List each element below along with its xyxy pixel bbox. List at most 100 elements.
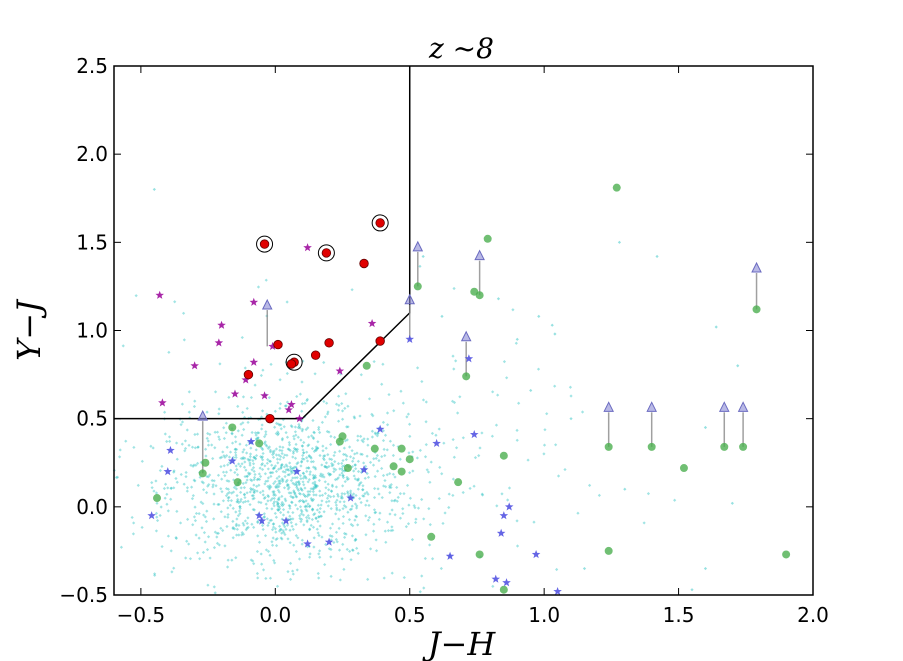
field-source	[350, 449, 354, 453]
field-source	[364, 464, 368, 468]
field-source	[316, 446, 320, 450]
field-source	[277, 453, 281, 457]
field-source	[322, 360, 326, 365]
field-source	[277, 529, 282, 533]
field-source	[221, 528, 225, 533]
field-source	[242, 493, 247, 497]
field-source	[234, 533, 239, 537]
field-source	[248, 458, 252, 462]
plot-frame	[113, 65, 814, 596]
field-source	[441, 521, 445, 526]
field-source	[353, 463, 357, 467]
field-source	[287, 503, 291, 508]
field-source	[267, 521, 271, 525]
field-source	[408, 471, 412, 475]
field-source	[381, 420, 385, 424]
field-source	[542, 443, 547, 447]
field-source	[237, 533, 241, 537]
field-source	[272, 490, 276, 494]
field-source	[288, 506, 292, 510]
field-source	[703, 566, 708, 571]
field-source	[292, 465, 297, 469]
field-source	[353, 477, 357, 481]
field-source	[563, 467, 567, 472]
field-source	[365, 454, 369, 458]
field-source	[291, 517, 295, 521]
field-source	[390, 571, 394, 575]
field-source	[346, 477, 350, 481]
field-source	[271, 536, 275, 540]
field-source	[405, 415, 409, 419]
field-source	[274, 537, 278, 542]
green-source-point	[679, 464, 688, 473]
field-source	[451, 477, 455, 481]
field-source	[226, 512, 230, 517]
field-source	[373, 486, 377, 491]
field-source	[576, 511, 580, 515]
field-source	[277, 508, 281, 512]
field-source	[298, 514, 302, 518]
field-source	[371, 463, 376, 467]
field-source	[332, 540, 336, 545]
field-source	[420, 497, 424, 502]
green-source-point	[720, 442, 729, 451]
field-source	[340, 409, 345, 413]
field-source	[257, 477, 262, 482]
green-source-point	[454, 478, 463, 487]
field-source	[730, 501, 734, 505]
field-source	[334, 402, 339, 406]
field-source	[278, 507, 282, 511]
field-source	[373, 511, 377, 515]
field-source	[597, 493, 601, 497]
field-source	[334, 530, 339, 534]
field-source	[456, 411, 460, 415]
field-source	[265, 444, 269, 448]
field-source	[276, 488, 280, 492]
field-source	[325, 401, 329, 405]
field-source	[260, 462, 265, 466]
field-source	[396, 495, 400, 499]
field-source	[334, 537, 338, 542]
field-source	[736, 364, 740, 368]
field-source	[264, 548, 269, 552]
field-source	[334, 512, 338, 516]
field-source	[295, 449, 299, 454]
field-source	[191, 494, 195, 498]
field-source	[297, 424, 301, 429]
field-source	[154, 511, 159, 515]
upper-limit-arrow	[460, 330, 472, 342]
field-source	[216, 531, 221, 535]
field-source	[178, 521, 183, 525]
field-source	[342, 500, 346, 504]
field-source	[350, 548, 355, 552]
field-source	[242, 492, 247, 496]
field-source	[165, 439, 169, 444]
field-source	[311, 473, 315, 477]
field-source	[252, 455, 256, 460]
field-source	[280, 531, 284, 535]
field-source	[342, 464, 347, 468]
field-source	[367, 503, 371, 508]
field-source	[272, 504, 276, 508]
field-source	[447, 492, 451, 496]
field-source	[324, 446, 328, 450]
field-source	[342, 504, 346, 508]
field-source	[244, 481, 248, 485]
field-source	[212, 502, 216, 506]
field-source	[291, 455, 295, 459]
field-source	[336, 494, 340, 498]
field-source	[251, 497, 255, 501]
field-source	[270, 543, 275, 547]
field-source	[301, 453, 305, 458]
field-source	[342, 567, 346, 571]
upper-limit-arrow	[603, 401, 614, 412]
field-source	[335, 477, 339, 481]
field-source	[165, 492, 169, 496]
field-source	[162, 486, 166, 491]
upper-limit-arrow	[261, 298, 273, 310]
field-source	[266, 446, 270, 450]
field-source	[166, 486, 170, 490]
y-tick-label: 0.0	[76, 495, 108, 519]
field-source	[337, 394, 341, 398]
field-source	[314, 475, 318, 480]
